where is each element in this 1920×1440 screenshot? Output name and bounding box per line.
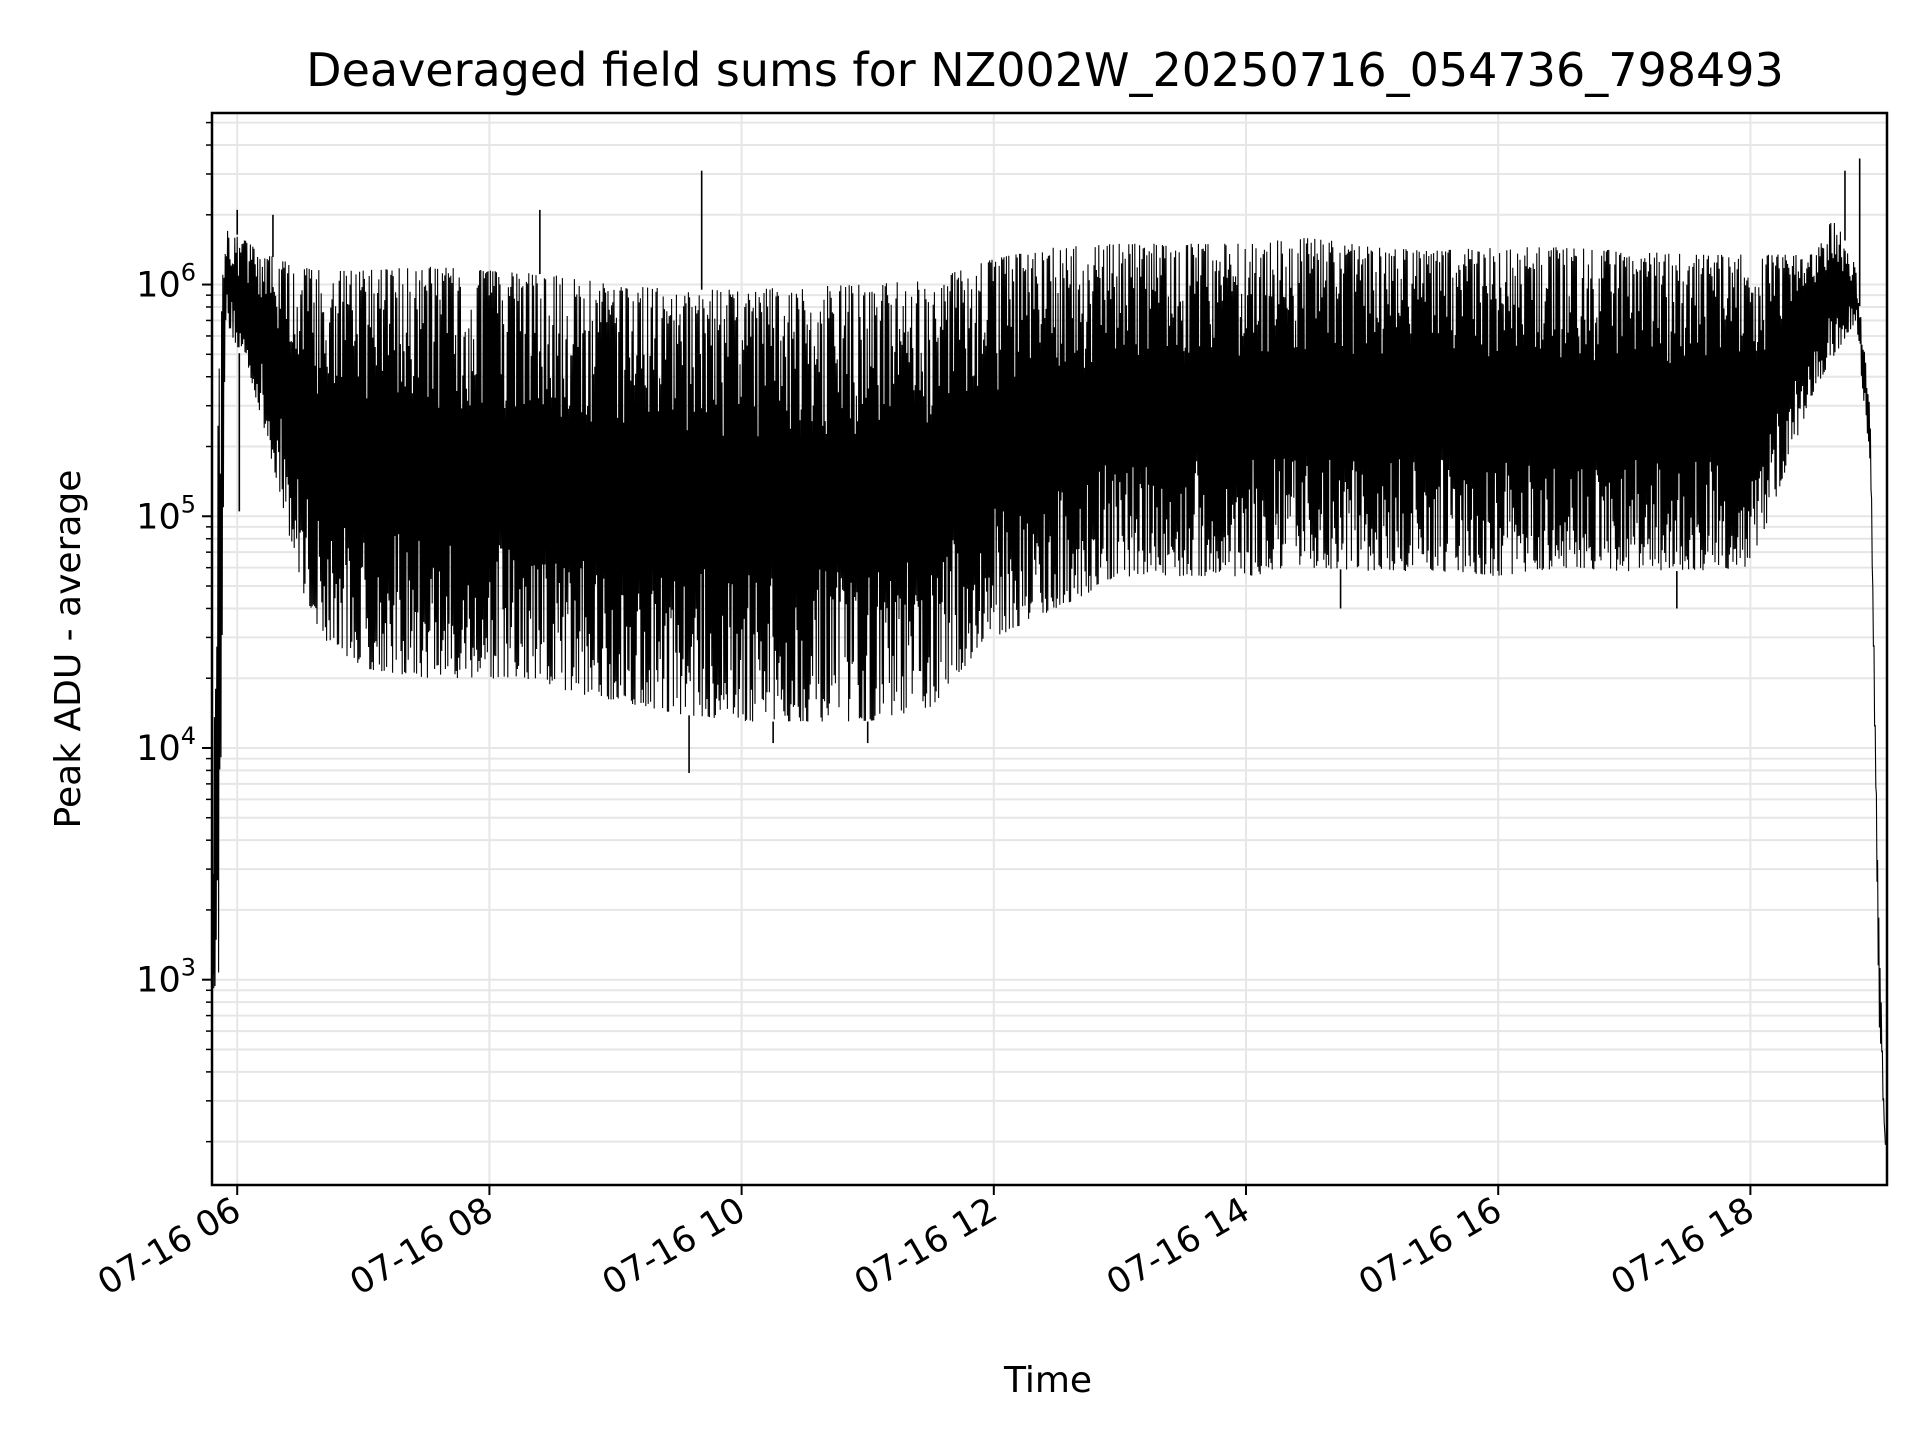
y-tick-label: 106	[136, 259, 196, 306]
chart-title: Deaveraged field sums for NZ002W_2025071…	[306, 43, 1784, 97]
y-axis-label: Peak ADU - average	[48, 470, 89, 829]
plot-frame	[210, 111, 1889, 1187]
x-axis-label: Time	[1003, 1360, 1092, 1401]
series-line	[211, 222, 1886, 1145]
y-tick-label: 105	[136, 490, 196, 537]
y-tick-label: 103	[136, 954, 196, 1001]
y-tick-label: 104	[136, 722, 196, 769]
y-axis: 103 104 105 106	[136, 121, 212, 1143]
series-layer	[211, 158, 1886, 1145]
